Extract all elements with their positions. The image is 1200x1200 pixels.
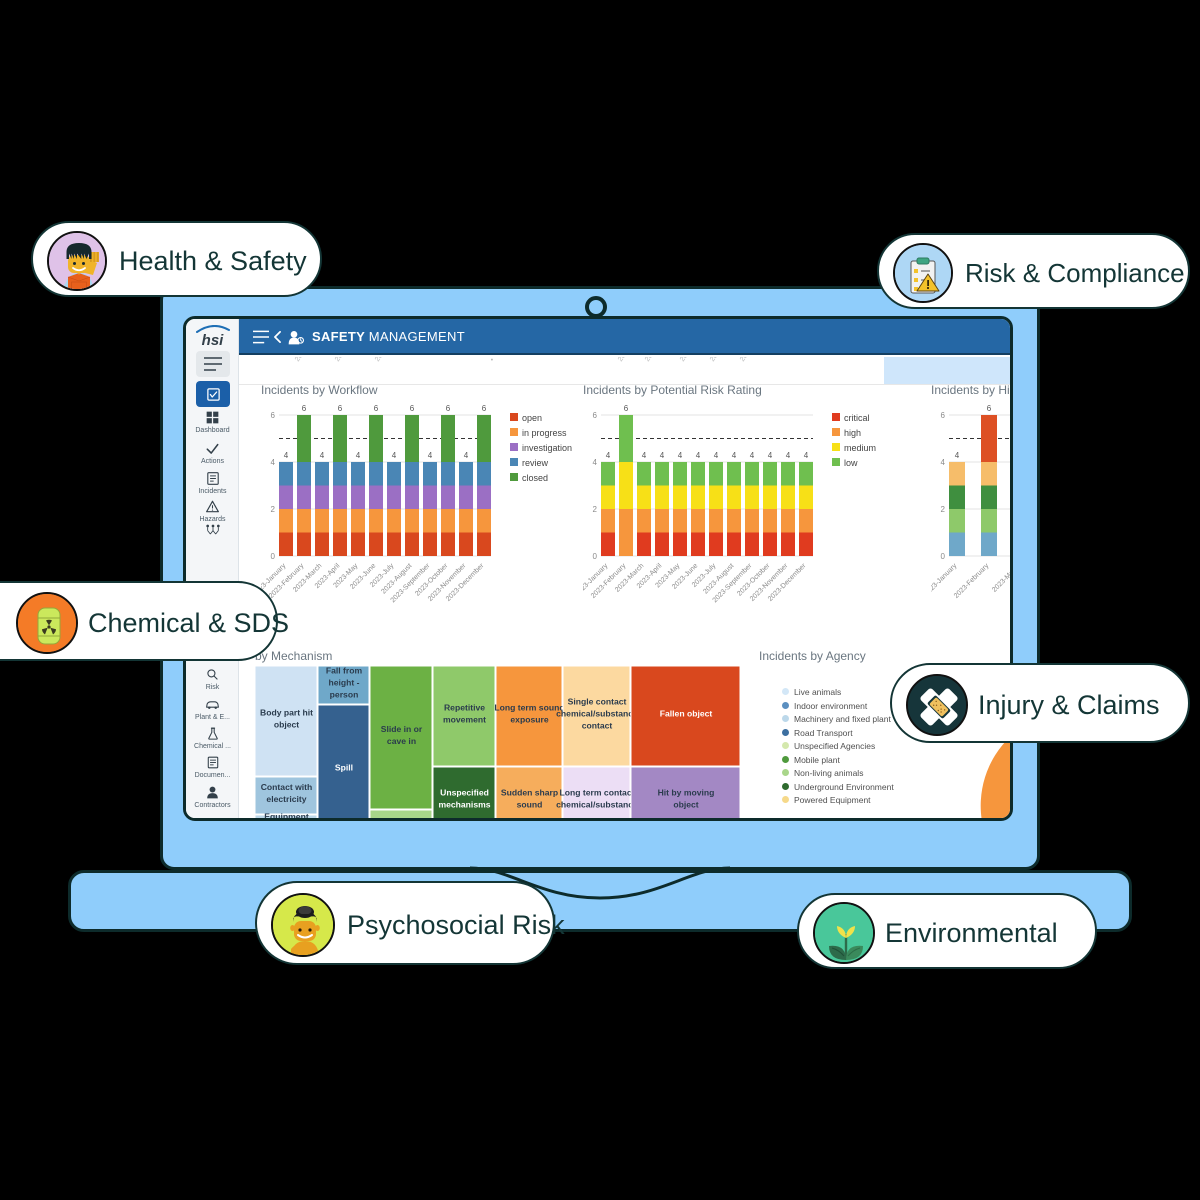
svg-text:mechanisms: mechanisms	[438, 800, 490, 810]
svg-text:2: 2	[941, 505, 946, 514]
svg-text:2: 2	[593, 505, 598, 514]
svg-text:2: 2	[271, 505, 276, 514]
svg-text:Sudden sharp: Sudden sharp	[501, 788, 558, 798]
svg-text:electricity: electricity	[266, 794, 306, 804]
svg-text:4: 4	[320, 451, 325, 460]
svg-text:cave in: cave in	[387, 736, 416, 746]
svg-text:Single contact: Single contact	[568, 697, 627, 707]
svg-text:height -: height -	[328, 678, 359, 688]
svg-text:4: 4	[714, 451, 719, 460]
svg-text:4: 4	[642, 451, 647, 460]
svg-text:Fall from: Fall from	[326, 666, 363, 676]
svg-text:exposure: exposure	[510, 715, 548, 725]
svg-text:Fallen object: Fallen object	[660, 709, 713, 719]
svg-text:Slide in or: Slide in or	[381, 724, 423, 734]
svg-text:6: 6	[593, 411, 598, 420]
svg-text:4: 4	[768, 451, 773, 460]
svg-text:4: 4	[678, 451, 683, 460]
svg-text:chemical/substance: chemical/substance	[556, 800, 638, 810]
svg-text:4: 4	[271, 458, 276, 467]
svg-text:4: 4	[428, 451, 433, 460]
svg-text:4: 4	[593, 458, 598, 467]
svg-text:contact: contact	[582, 721, 613, 731]
svg-text:4: 4	[356, 451, 361, 460]
svg-text:object: object	[673, 800, 698, 810]
svg-text:4: 4	[606, 451, 611, 460]
svg-text:2023-March: 2023-March	[991, 562, 1013, 593]
svg-text:6: 6	[624, 404, 629, 413]
svg-text:4: 4	[732, 451, 737, 460]
svg-text:Body part hit: Body part hit	[260, 708, 313, 718]
svg-text:4: 4	[955, 451, 960, 460]
svg-text:6: 6	[302, 404, 307, 413]
svg-text:4: 4	[696, 451, 701, 460]
svg-text:Contact with: Contact with	[261, 782, 313, 792]
svg-text:Long term sound: Long term sound	[494, 703, 564, 713]
svg-text:2023-February: 2023-February	[953, 562, 991, 600]
svg-text:4: 4	[464, 451, 469, 460]
svg-text:Long term contact: Long term contact	[560, 788, 635, 798]
svg-text:4: 4	[660, 451, 665, 460]
svg-text:6: 6	[987, 404, 992, 413]
svg-text:chemical/substance: chemical/substance	[556, 709, 638, 719]
svg-text:4: 4	[750, 451, 755, 460]
svg-text:Spill: Spill	[335, 763, 353, 773]
svg-text:6: 6	[446, 404, 451, 413]
svg-text:object: object	[274, 720, 299, 730]
svg-text:6: 6	[374, 404, 379, 413]
svg-text:6: 6	[941, 411, 946, 420]
svg-text:Hit by moving: Hit by moving	[658, 788, 715, 798]
svg-text:4: 4	[786, 451, 791, 460]
svg-text:0: 0	[941, 552, 946, 561]
svg-text:6: 6	[338, 404, 343, 413]
svg-text:6: 6	[271, 411, 276, 420]
svg-text:movement: movement	[443, 715, 486, 725]
svg-text:4: 4	[941, 458, 946, 467]
svg-text:person: person	[330, 690, 359, 700]
svg-text:4: 4	[392, 451, 397, 460]
svg-text:0: 0	[271, 552, 276, 561]
svg-text:6: 6	[482, 404, 487, 413]
svg-text:4: 4	[284, 451, 289, 460]
svg-text:sound: sound	[517, 800, 543, 810]
svg-text:4: 4	[804, 451, 809, 460]
svg-text:Repetitive: Repetitive	[444, 703, 485, 713]
svg-text:0: 0	[593, 552, 598, 561]
svg-text:Unspecified: Unspecified	[440, 788, 489, 798]
svg-text:6: 6	[410, 404, 415, 413]
svg-text:Equipment: Equipment	[264, 812, 309, 822]
